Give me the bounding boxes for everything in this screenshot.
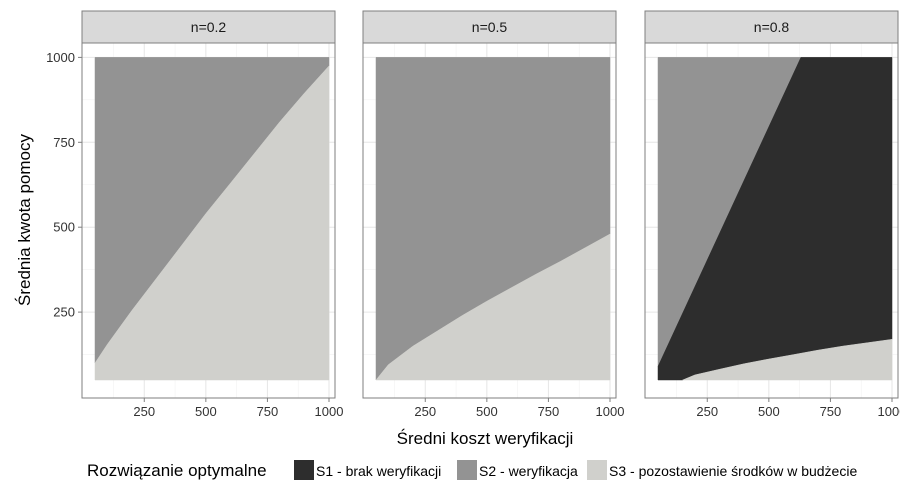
legend-swatch-s1: [294, 460, 314, 480]
panel-strip-label: n=0.5: [472, 19, 508, 35]
legend: Rozwiązanie optymalne S1 - brak weryfika…: [87, 460, 857, 480]
panel-strip: [81, 10, 336, 44]
y-tick-label: 250: [53, 305, 75, 320]
panel-border: [362, 42, 617, 399]
legend-label-s3: S3 - pozostawienie środków w budżecie: [609, 463, 857, 479]
panel-strip-label: n=0.2: [191, 19, 227, 35]
x-tick-label: 250: [414, 404, 436, 419]
legend-label-s2: S2 - weryfikacja: [479, 463, 578, 479]
region-s3: [375, 233, 611, 381]
legend-label-s1: S1 - brak weryfikacji: [316, 463, 441, 479]
legend-swatch-s2: [457, 460, 477, 480]
x-tick-label: 750: [820, 404, 842, 419]
x-tick-label: 500: [476, 404, 498, 419]
region-s3: [94, 65, 330, 381]
panel-border: [644, 42, 899, 399]
y-tick-label: 500: [53, 220, 75, 235]
panel-strip-label: n=0.8: [754, 19, 790, 35]
x-tick-label: 250: [133, 404, 155, 419]
panels: n=0.2 250 500 750 1000 250 500 750 1000 n=0.5 250 5…: [46, 10, 900, 419]
region-s3: [682, 339, 893, 381]
x-tick-label: 1000: [315, 404, 344, 419]
panel-2: n=0.5 250 500 750 1000: [362, 10, 625, 419]
x-axis-title: Średni koszt weryfikacji: [397, 429, 574, 448]
x-tick-label: 1000: [596, 404, 625, 419]
x-tick-label: 750: [538, 404, 560, 419]
legend-title: Rozwiązanie optymalne: [87, 461, 267, 480]
y-axis-title: Średnia kwota pomocy: [15, 134, 34, 306]
y-tick-label: 1000: [46, 50, 75, 65]
panel-border: [81, 42, 336, 399]
x-tick-label: 500: [195, 404, 217, 419]
panel-3: n=0.8 250 500 750 1000: [644, 10, 900, 419]
panel-1: n=0.2 250 500 750 1000 250 500 750 1000: [46, 10, 344, 419]
x-tick-label: 750: [257, 404, 279, 419]
x-tick-label: 250: [696, 404, 718, 419]
y-tick-label: 750: [53, 135, 75, 150]
panel-strip: [362, 10, 617, 44]
x-tick-label: 500: [758, 404, 780, 419]
legend-swatch-s3: [587, 460, 607, 480]
x-tick-label: 1000: [878, 404, 900, 419]
panel-strip: [644, 10, 899, 44]
